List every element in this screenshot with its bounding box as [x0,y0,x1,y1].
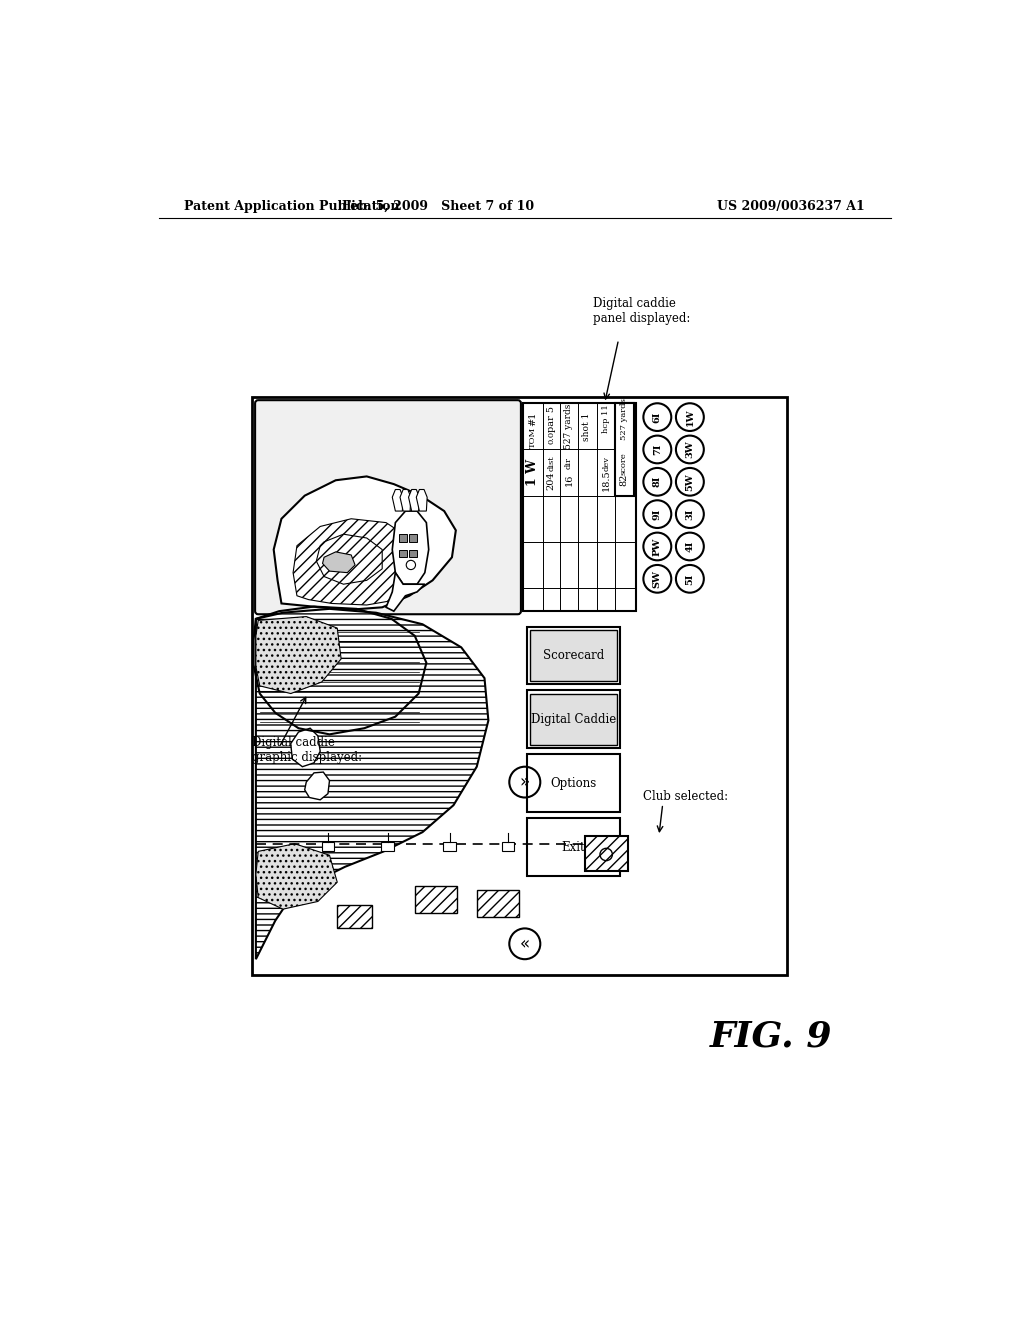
Bar [527,818,621,876]
Text: 9I: 9I [653,508,662,520]
Text: Exit: Exit [562,841,586,854]
Polygon shape [305,772,330,800]
Ellipse shape [676,500,703,528]
Text: 5W: 5W [685,473,694,491]
Text: «: « [520,935,529,953]
Bar [410,535,417,543]
Polygon shape [323,552,355,573]
Ellipse shape [643,565,672,593]
Text: 3I: 3I [685,508,694,520]
Text: FIG. 9: FIG. 9 [710,1019,833,1053]
Polygon shape [256,843,337,909]
Polygon shape [392,511,429,585]
Text: 82: 82 [620,474,629,487]
Text: 1 W: 1 W [526,459,539,486]
Text: shot 1: shot 1 [583,412,591,441]
FancyBboxPatch shape [255,400,521,614]
Polygon shape [273,477,456,610]
Text: 6I: 6I [653,412,662,422]
Text: Scorecard: Scorecard [543,649,604,661]
Text: 527 yards: 527 yards [564,404,573,449]
Text: hcp 11: hcp 11 [602,404,610,433]
Polygon shape [291,729,321,767]
Bar [527,627,621,684]
Ellipse shape [643,500,672,528]
Text: »: » [519,774,530,791]
Text: 1W: 1W [685,408,694,426]
Text: Options: Options [551,776,597,789]
Bar [399,535,407,543]
Ellipse shape [676,404,703,432]
Polygon shape [316,535,382,585]
Bar [381,842,394,851]
Text: Patent Application Publication: Patent Application Publication [183,199,399,213]
Bar [410,549,417,557]
Ellipse shape [676,436,703,463]
Ellipse shape [643,404,672,432]
Text: 18.5: 18.5 [602,470,610,491]
Bar [502,842,514,851]
Text: 3W: 3W [685,441,694,458]
Text: Club selected:: Club selected: [643,789,728,803]
Polygon shape [392,490,403,511]
Ellipse shape [676,532,703,560]
Text: SW: SW [653,570,662,587]
Text: Digital caddie
panel displayed:: Digital caddie panel displayed: [593,297,690,325]
Text: Digital caddie
graphic displayed:: Digital caddie graphic displayed: [252,737,362,764]
Bar [443,842,456,851]
Text: Digital Caddie: Digital Caddie [531,713,616,726]
Text: score: score [620,451,628,475]
Text: dev: dev [602,455,610,471]
Text: 527 yards: 527 yards [620,397,628,440]
Text: dir: dir [565,457,573,470]
Ellipse shape [643,532,672,560]
Ellipse shape [676,565,703,593]
Text: US 2009/0036237 A1: US 2009/0036237 A1 [717,199,864,213]
Text: TOM: TOM [528,428,537,449]
Text: 204: 204 [547,471,556,490]
Text: 5I: 5I [685,573,694,585]
Ellipse shape [676,469,703,496]
Polygon shape [386,573,425,611]
Bar [530,630,617,681]
Ellipse shape [643,436,672,463]
Text: par 5: par 5 [547,405,556,432]
Bar [527,755,621,812]
Bar [527,690,621,748]
Text: #1: #1 [528,412,537,426]
Polygon shape [417,490,427,511]
Text: 7I: 7I [653,444,662,455]
Polygon shape [293,519,421,605]
Bar [399,549,407,557]
Text: 0.0: 0.0 [547,432,555,445]
Bar [252,397,786,974]
Text: 8I: 8I [653,477,662,487]
Text: Feb. 5, 2009   Sheet 7 of 10: Feb. 5, 2009 Sheet 7 of 10 [342,199,535,213]
Bar [586,836,628,871]
Bar [523,404,636,611]
Bar [415,886,458,913]
Polygon shape [256,616,341,693]
Polygon shape [400,490,411,511]
Bar [337,906,372,928]
Bar [530,693,617,744]
Bar [614,404,634,496]
Text: 4I: 4I [685,541,694,552]
Polygon shape [409,490,420,511]
Ellipse shape [643,469,672,496]
Polygon shape [256,609,488,960]
Text: 16: 16 [564,474,573,487]
Bar [322,842,334,851]
Text: PW: PW [653,537,662,556]
Text: dist: dist [547,455,555,471]
Bar [477,890,519,917]
